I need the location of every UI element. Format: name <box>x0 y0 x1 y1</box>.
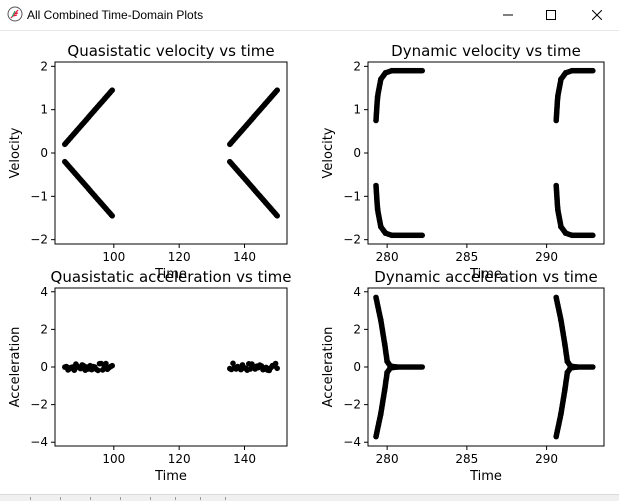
y-axis-label: Acceleration <box>8 327 23 408</box>
data-point <box>393 364 400 370</box>
data-point <box>419 67 426 74</box>
y-axis-label: Velocity <box>321 127 336 178</box>
axes-frame <box>54 61 288 245</box>
x-tick-label: 290 <box>535 452 558 466</box>
data-point <box>419 364 426 370</box>
subplot-title: Dynamic velocity vs time <box>391 42 581 60</box>
y-tick-label: 0 <box>40 360 48 374</box>
y-tick-label: −1 <box>343 189 361 203</box>
data-points <box>62 360 281 374</box>
data-point <box>590 67 596 74</box>
toolbar-strip <box>0 494 619 501</box>
feather-icon <box>7 6 23 22</box>
data-point <box>272 360 279 367</box>
x-tick-label: 140 <box>233 250 256 264</box>
data-point <box>71 367 78 374</box>
data-point <box>109 362 115 369</box>
window-title: All Combined Time-Domain Plots <box>27 8 204 22</box>
y-tick-label: 2 <box>40 322 48 336</box>
y-tick-label: 1 <box>353 103 361 117</box>
subplot-2: Dynamic velocity vs time 280 285 290 −2 −1 0 1 2… <box>321 42 605 282</box>
y-tick-label: 0 <box>40 146 48 160</box>
data-point <box>274 365 281 372</box>
x-axis-label: Time <box>469 469 502 484</box>
data-point <box>103 360 109 367</box>
x-tick-label: 100 <box>102 452 125 466</box>
y-tick-label: 4 <box>40 285 48 299</box>
data-points <box>373 67 596 239</box>
x-tick-label: 120 <box>168 250 191 264</box>
close-icon <box>592 10 602 20</box>
y-tick-label: −2 <box>30 233 48 247</box>
data-point <box>98 360 104 367</box>
subplot-3: Quasistatic acceleration vs time 100 120 14… <box>8 268 291 484</box>
y-tick-label: 2 <box>353 59 361 73</box>
x-tick-label: 140 <box>233 452 256 466</box>
toolbar-separator <box>30 497 31 500</box>
data-point <box>274 213 281 219</box>
data-point <box>590 364 596 370</box>
axes-frame <box>367 61 605 245</box>
toolbar-separator <box>120 497 121 500</box>
x-tick-label: 280 <box>376 452 399 466</box>
toolbar-separator <box>225 497 226 500</box>
data-points <box>62 87 281 219</box>
y-axis-label: Velocity <box>8 127 23 178</box>
y-tick-label: −4 <box>30 435 48 449</box>
data-point <box>419 232 426 239</box>
x-axis-label: Time <box>469 267 502 282</box>
y-tick-label: 4 <box>353 285 361 299</box>
y-tick-label: 2 <box>40 59 48 73</box>
toolbar-separator <box>60 497 61 500</box>
y-tick-label: −2 <box>343 398 361 412</box>
minimize-icon <box>503 14 513 16</box>
y-tick-label: 0 <box>353 146 361 160</box>
toolbar-separator <box>200 497 201 500</box>
y-tick-label: 2 <box>353 322 361 336</box>
toolbar-separator <box>90 497 91 500</box>
y-tick-label: −4 <box>343 435 361 449</box>
subplot-title: Quasistatic acceleration vs time <box>51 268 292 286</box>
subplot-title: Quasistatic velocity vs time <box>67 42 274 60</box>
x-tick-label: 285 <box>455 452 478 466</box>
figure-canvas[interactable]: Quasistatic velocity vs time 100 120 140 −2−… <box>0 30 619 496</box>
y-tick-label: 0 <box>353 360 361 374</box>
x-axis-label: Time <box>154 469 187 484</box>
x-tick-label: 285 <box>455 250 478 264</box>
maximize-icon <box>546 10 556 20</box>
y-axis-label: Acceleration <box>321 327 336 408</box>
data-point <box>95 367 101 374</box>
maximize-button[interactable] <box>528 0 574 30</box>
y-tick-label: −1 <box>30 189 48 203</box>
y-tick-label: −2 <box>343 233 361 247</box>
subplot-4: Dynamic acceleration vs time 280 285 290 −4 −… <box>321 268 605 484</box>
close-button[interactable] <box>574 0 619 30</box>
data-point <box>590 232 596 239</box>
data-point <box>574 364 580 370</box>
data-point <box>109 213 115 219</box>
toolbar-separator <box>175 497 176 500</box>
x-tick-label: 100 <box>102 250 125 264</box>
subplot-title: Dynamic acceleration vs time <box>374 268 597 286</box>
data-point <box>274 87 281 93</box>
toolbar-separator <box>150 497 151 500</box>
x-axis-label: Time <box>154 267 187 282</box>
x-tick-label: 280 <box>376 250 399 264</box>
x-tick-label: 290 <box>535 250 558 264</box>
data-points <box>373 294 596 440</box>
y-tick-label: −2 <box>30 398 48 412</box>
window-titlebar[interactable]: All Combined Time-Domain Plots <box>0 0 619 31</box>
y-tick-label: 1 <box>40 103 48 117</box>
data-point <box>109 87 115 93</box>
minimize-button[interactable] <box>485 0 531 30</box>
x-tick-label: 120 <box>168 452 191 466</box>
